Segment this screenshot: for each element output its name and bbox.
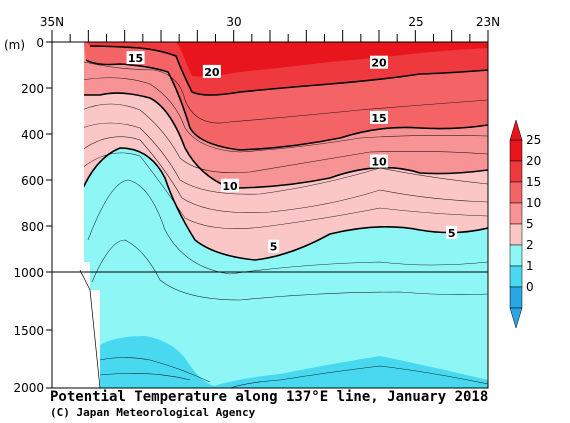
contour-labels: 15 20 20 15 10 10 5 5 [126,51,458,254]
y-tick-label: 600 [21,174,44,188]
major-contours [79,45,488,261]
contour-label: 10 [371,156,387,169]
contour-label: 20 [371,57,387,70]
contour-label-bg [446,225,458,239]
chart-credit: (C) Japan Meteorological Agency [50,406,256,419]
x-minor-ticks [51,30,489,42]
x-tick-label: 30 [226,15,241,29]
y-tick-label: 2000 [13,381,44,395]
contour-lines [81,61,488,388]
chart-title: Potential Temperature along 137°E line, … [50,389,489,405]
colorbar-segment [509,244,523,267]
land-slope [80,42,100,388]
contour-label: 10 [222,180,238,193]
contour-label-bg [221,178,240,192]
contour-label-bg [370,154,388,168]
land-slope-edge [79,269,101,388]
colorbar-segment [509,160,523,183]
colorbar-label: 20 [526,154,541,168]
contour-label: 5 [270,241,278,254]
y-tick-label: 1000 [13,266,44,280]
colorbar-segment [509,181,523,204]
colorbar-label: 5 [526,217,534,231]
colorbar-label: 10 [526,196,541,210]
contour-label-bg [126,51,145,65]
contour-label-bg [268,239,280,253]
x-tick-label: 25 [408,15,423,29]
colorbar-bottom-arrow [509,307,523,329]
colorbar-label: 15 [526,175,541,189]
y-axis-labels: (m) 0 200 400 600 800 1000 1500 2000 [4,36,44,395]
colorbar-label: 25 [526,133,541,147]
y-tick-label: 1500 [13,324,44,338]
bottom-water-layer [100,336,488,388]
y-axis-unit: (m) [4,38,25,52]
y-tick-label: 0 [36,36,44,50]
contour-label: 20 [204,66,220,79]
x-axis-labels: 35N 30 25 23N [40,15,500,29]
warm-layer-25 [176,42,488,77]
colorbar-label: 0 [526,280,534,294]
y-tick-label: 800 [21,220,44,234]
contour-label: 15 [128,52,143,65]
colorbar-label: 1 [526,259,534,273]
contour-label: 5 [448,227,456,240]
land-mask [52,42,80,388]
contour-label-bg [202,64,221,78]
colorbar-segment [509,139,523,162]
contour-label-bg [370,110,388,124]
y-tick-label: 200 [21,82,44,96]
y-tick-label: 400 [21,128,44,142]
x-tick-label: 35N [40,15,64,29]
colorbar-segment [509,265,523,288]
y-ticks [46,41,52,389]
colorbar-segment [509,223,523,246]
colorbar-segment [509,286,523,309]
x-tick-label: 23N [476,15,500,29]
colorbar-segment [509,202,523,225]
contour-label: 15 [371,112,386,125]
colorbar-label: 2 [526,238,534,252]
contour-label-bg [370,55,388,69]
colorbar-top-arrow [509,119,523,141]
